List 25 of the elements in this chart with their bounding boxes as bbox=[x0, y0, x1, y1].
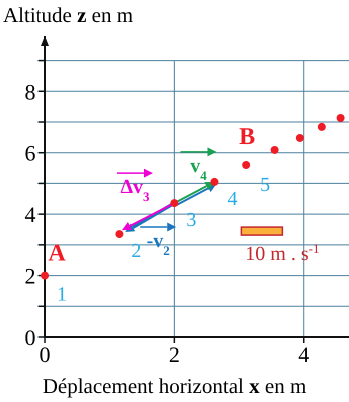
y-tick-label: 2 bbox=[24, 264, 36, 289]
point bbox=[242, 161, 250, 169]
y-axis-title: Altitude z en m bbox=[3, 3, 134, 27]
y-tick-label: 0 bbox=[24, 325, 36, 350]
point bbox=[210, 178, 218, 186]
point bbox=[41, 272, 49, 280]
x-tick-label: 4 bbox=[298, 342, 310, 367]
y-tick-label: 4 bbox=[24, 202, 36, 228]
point bbox=[170, 199, 178, 208]
x-axis-title: Déplacement horizontal x en m bbox=[42, 374, 306, 398]
point bbox=[336, 114, 345, 122]
x-tick-label: 2 bbox=[168, 342, 180, 367]
y-tick-label: 6 bbox=[24, 140, 36, 166]
annotation: v$_{4}$ bbox=[190, 154, 208, 182]
y-tick-label: 8 bbox=[24, 79, 36, 104]
point bbox=[296, 134, 304, 142]
point bbox=[318, 122, 326, 131]
annotation: 1 bbox=[57, 284, 67, 306]
annotation: A bbox=[48, 240, 66, 267]
annotation: 2 bbox=[131, 240, 142, 262]
point bbox=[270, 146, 279, 154]
annotation: 3 bbox=[186, 209, 196, 232]
annotation: 4 bbox=[227, 188, 238, 210]
annotation: B bbox=[239, 124, 256, 150]
point bbox=[115, 230, 124, 238]
